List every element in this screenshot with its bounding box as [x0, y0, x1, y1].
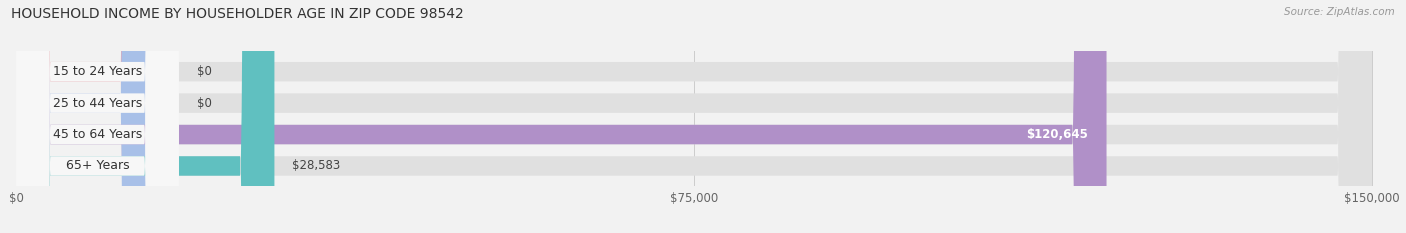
FancyBboxPatch shape [15, 0, 1372, 233]
Text: 65+ Years: 65+ Years [66, 159, 129, 172]
FancyBboxPatch shape [15, 0, 179, 233]
Text: $0: $0 [197, 97, 212, 110]
FancyBboxPatch shape [15, 0, 179, 233]
Text: 15 to 24 Years: 15 to 24 Years [53, 65, 142, 78]
Text: $0: $0 [197, 65, 212, 78]
Text: $28,583: $28,583 [292, 159, 340, 172]
FancyBboxPatch shape [15, 0, 155, 233]
Text: $120,645: $120,645 [1026, 128, 1088, 141]
FancyBboxPatch shape [15, 0, 1372, 233]
Text: Source: ZipAtlas.com: Source: ZipAtlas.com [1284, 7, 1395, 17]
Text: 25 to 44 Years: 25 to 44 Years [53, 97, 142, 110]
Text: HOUSEHOLD INCOME BY HOUSEHOLDER AGE IN ZIP CODE 98542: HOUSEHOLD INCOME BY HOUSEHOLDER AGE IN Z… [11, 7, 464, 21]
FancyBboxPatch shape [15, 0, 1107, 233]
FancyBboxPatch shape [15, 0, 179, 233]
FancyBboxPatch shape [15, 0, 1372, 233]
FancyBboxPatch shape [15, 0, 274, 233]
FancyBboxPatch shape [15, 0, 155, 233]
FancyBboxPatch shape [15, 0, 1372, 233]
Text: 45 to 64 Years: 45 to 64 Years [53, 128, 142, 141]
FancyBboxPatch shape [15, 0, 179, 233]
